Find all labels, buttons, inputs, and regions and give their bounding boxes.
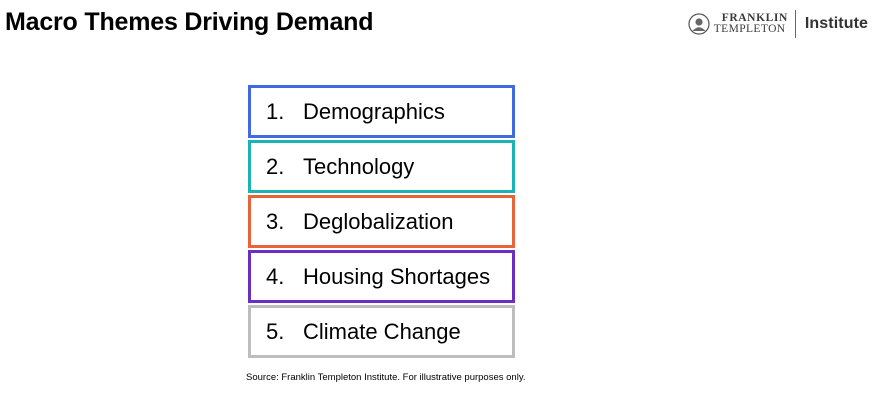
theme-item: 1. Demographics: [248, 85, 515, 138]
logo-wordmark: FRANKLIN TEMPLETON: [713, 12, 788, 35]
franklin-portrait-seal-icon: [688, 13, 710, 35]
source-note: Source: Franklin Templeton Institute. Fo…: [246, 372, 526, 383]
theme-label: Deglobalization: [303, 208, 454, 234]
theme-item: 5. Climate Change: [248, 305, 515, 358]
theme-label: Demographics: [303, 98, 445, 124]
theme-number: 4.: [266, 263, 285, 289]
theme-number: 3.: [266, 208, 285, 234]
theme-item: 3. Deglobalization: [248, 195, 515, 248]
themes-list: 1. Demographics 2. Technology 3. Degloba…: [248, 85, 515, 360]
theme-label: Housing Shortages: [303, 263, 491, 289]
franklin-templeton-institute-logo: FRANKLIN TEMPLETON Institute: [688, 10, 868, 38]
theme-label: Technology: [303, 153, 415, 179]
theme-number: 5.: [266, 318, 285, 344]
logo-brand-line2: TEMPLETON: [713, 23, 786, 35]
theme-item: 2. Technology: [248, 140, 515, 193]
logo-brand-line1: FRANKLIN: [721, 12, 788, 24]
theme-number: 1.: [266, 98, 285, 124]
theme-number: 2.: [266, 153, 285, 179]
theme-item: 4. Housing Shortages: [248, 250, 515, 303]
logo-divider: [794, 10, 796, 38]
page-title: Macro Themes Driving Demand: [5, 8, 374, 36]
theme-label: Climate Change: [303, 318, 461, 344]
logo-institute-label: Institute: [804, 15, 868, 32]
